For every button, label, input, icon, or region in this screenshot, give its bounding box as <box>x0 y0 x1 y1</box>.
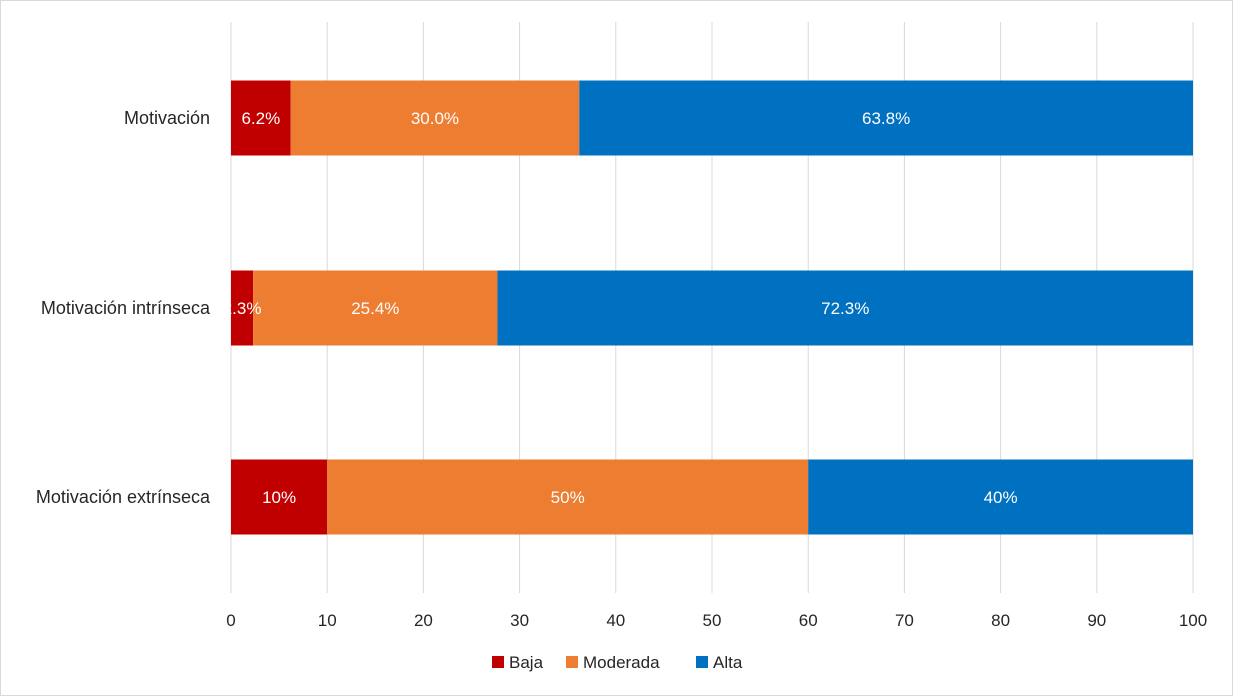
bar-segment-alta <box>579 80 1193 156</box>
data-label: 63.8% <box>862 109 910 128</box>
x-tick-label: 80 <box>991 611 1010 630</box>
data-label: 2.3% <box>223 299 262 318</box>
x-tick-label: 40 <box>606 611 625 630</box>
category-labels: Motivación Motivación intrínseca Motivació… <box>36 108 211 507</box>
x-tick-label: 90 <box>1087 611 1106 630</box>
data-label: 72.3% <box>821 299 869 318</box>
legend-swatch-baja <box>492 656 504 668</box>
legend-label: Baja <box>509 653 544 672</box>
bars <box>231 80 1193 535</box>
data-label: 10% <box>262 488 296 507</box>
x-tick-label: 30 <box>510 611 529 630</box>
bar-segment-moderada <box>253 270 498 346</box>
data-label: 30.0% <box>411 109 459 128</box>
legend-label: Alta <box>713 653 743 672</box>
legend-label: Moderada <box>583 653 660 672</box>
category-label: Motivación intrínseca <box>41 298 211 318</box>
bar-segment-alta <box>808 459 1193 535</box>
data-label: 40% <box>984 488 1018 507</box>
x-tick-label: 20 <box>414 611 433 630</box>
data-label: 6.2% <box>241 109 280 128</box>
data-label: 25.4% <box>351 299 399 318</box>
bar-segment-alta <box>497 270 1193 346</box>
bar-segment-baja <box>231 80 291 156</box>
legend: Baja Moderada Alta <box>492 653 743 672</box>
x-tick-label: 0 <box>226 611 235 630</box>
x-tick-label: 70 <box>895 611 914 630</box>
category-label: Motivación extrínseca <box>36 487 211 507</box>
bar-segment-baja <box>231 270 254 346</box>
x-axis-tick-labels: 0 10 20 30 40 50 60 70 80 90 100 <box>226 611 1207 630</box>
x-tick-label: 60 <box>799 611 818 630</box>
legend-swatch-moderada <box>566 656 578 668</box>
x-tick-label: 10 <box>318 611 337 630</box>
category-label: Motivación <box>124 108 210 128</box>
bar-segment-moderada <box>290 80 580 156</box>
x-tick-label: 100 <box>1179 611 1207 630</box>
data-labels: 6.2% 30.0% 63.8% 2.3% 25.4% 72.3% 10% 50% 40% <box>223 109 1018 507</box>
data-label: 50% <box>551 488 585 507</box>
bar-segment-moderada <box>327 459 809 535</box>
bar-segment-baja <box>231 459 328 535</box>
legend-swatch-alta <box>696 656 708 668</box>
x-tick-label: 50 <box>703 611 722 630</box>
